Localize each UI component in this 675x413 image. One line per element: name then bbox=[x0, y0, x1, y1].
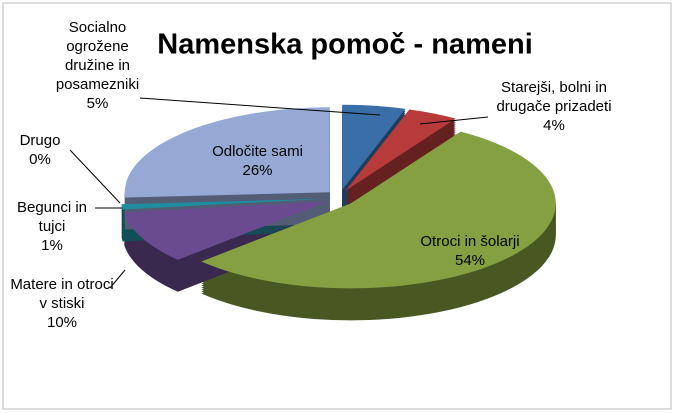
data-label: Begunci in tujci 1% bbox=[8, 198, 96, 255]
value-label: 0% bbox=[29, 151, 51, 168]
slice bbox=[121, 198, 327, 210]
slice bbox=[345, 109, 456, 191]
value-label: 10% bbox=[46, 314, 78, 331]
value-label: 26% bbox=[242, 162, 273, 179]
category-label: Starejši, bolni in drugače prizadeti bbox=[496, 79, 612, 115]
leader-line bbox=[139, 97, 381, 116]
category-label: Socialno ogrožene družine in posamezniki bbox=[55, 19, 140, 93]
leader-line bbox=[109, 269, 126, 289]
value-label: 1% bbox=[41, 237, 63, 254]
category-label: Odločite sami bbox=[212, 143, 303, 160]
data-label: Starejši, bolni in drugače prizadeti 4% bbox=[490, 78, 618, 135]
pie-tops bbox=[121, 104, 556, 289]
data-label: Otroci in šolarji 54% bbox=[405, 232, 535, 270]
category-label: Begunci in tujci bbox=[16, 199, 88, 235]
data-label: Odločite sami 26% bbox=[195, 142, 320, 180]
leader-line bbox=[419, 116, 489, 125]
slice bbox=[124, 107, 330, 198]
value-label: 4% bbox=[543, 117, 565, 134]
slice bbox=[123, 201, 328, 260]
chart-title: Namenska pomoč - nameni bbox=[157, 29, 533, 61]
leader-line bbox=[69, 149, 121, 204]
category-label: Otroci in šolarji bbox=[420, 233, 520, 250]
data-label: Socialno ogrožene družine in posamezniki… bbox=[50, 18, 145, 113]
slice bbox=[201, 131, 556, 289]
slice bbox=[342, 104, 406, 190]
category-label: Matere in otroci v stiski bbox=[10, 276, 114, 312]
data-label: Drugo 0% bbox=[10, 131, 70, 169]
data-label: Matere in otroci v stiski 10% bbox=[8, 275, 116, 332]
value-label: 5% bbox=[86, 95, 109, 112]
category-label: Drugo bbox=[19, 132, 61, 149]
value-label: 54% bbox=[454, 252, 486, 269]
